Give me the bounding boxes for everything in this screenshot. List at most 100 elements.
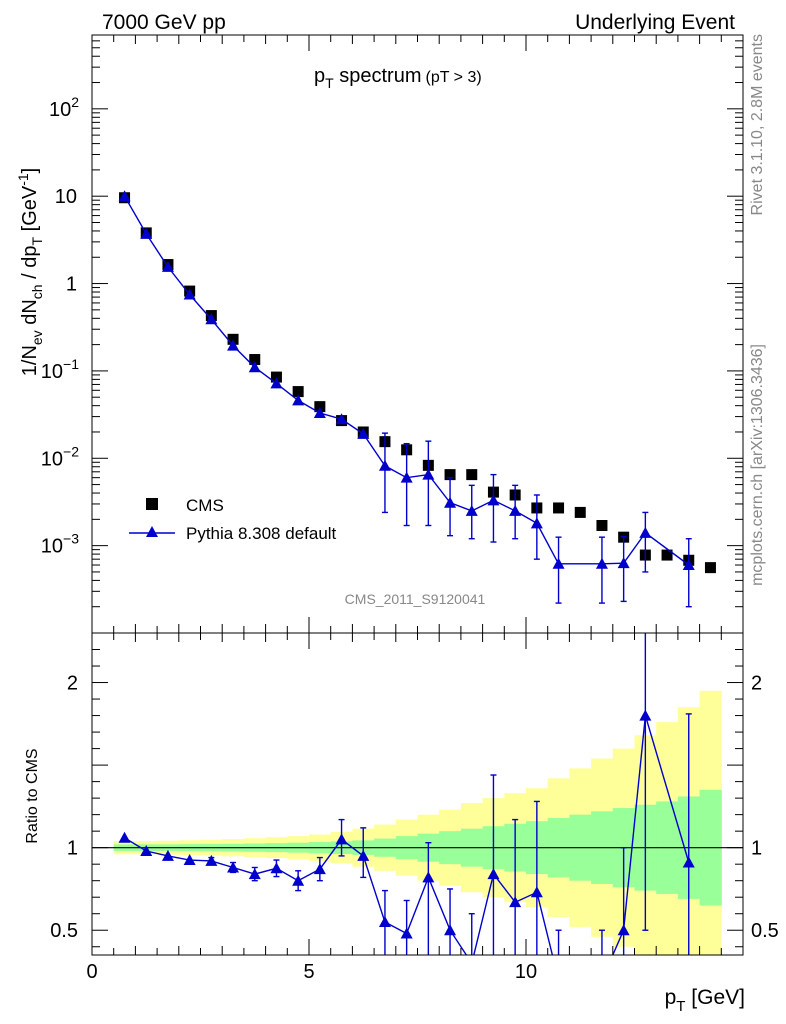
- ratio-point: [509, 896, 522, 908]
- pythia-point: [530, 517, 543, 529]
- ratio-point: [313, 863, 326, 875]
- ratio-tick-labels: 0.5 0.5 1 1 2 2 0 5 10: [50, 673, 779, 983]
- ratio-point: [161, 849, 174, 861]
- pythia-point: [422, 468, 435, 480]
- ratio-point: [270, 862, 283, 874]
- cms-point: [704, 562, 716, 574]
- x-tick-label: 10: [515, 961, 537, 983]
- main-y-tick-label: 10−1: [41, 356, 79, 383]
- ratio-point: [335, 833, 348, 845]
- cms-point: [227, 333, 239, 345]
- cms-point: [292, 386, 304, 398]
- x-axis-label: pT [GeV]: [665, 986, 745, 1015]
- watermark: CMS_2011_S9120041: [345, 591, 486, 607]
- cms-point: [249, 354, 261, 366]
- ratio-point: [205, 854, 218, 866]
- ratio-y-tick-label-left: 2: [67, 673, 78, 695]
- legend-cms-marker: [146, 498, 158, 510]
- ratio-point: [682, 856, 695, 868]
- main-y-tick-label: 10−2: [41, 443, 79, 470]
- ratio-point: [357, 849, 370, 861]
- cms-point: [553, 502, 565, 514]
- ratio-y-tick-label-right: 2: [751, 673, 762, 695]
- ratio-uncertainty-bands: [92, 690, 743, 955]
- ratio-point: [400, 927, 413, 939]
- rivet-label: Rivet 3.1.10, 2.8M events: [749, 34, 766, 215]
- ratio-y-tick-label-left: 0.5: [50, 920, 78, 942]
- ratio-y-axis-label: Ratio to CMS: [24, 748, 41, 843]
- ratio-point: [444, 924, 457, 936]
- header-right: Underlying Event: [575, 11, 735, 34]
- pythia-point: [487, 494, 500, 506]
- cms-point: [314, 401, 326, 413]
- main-y-tick-label: 10: [55, 186, 77, 208]
- pythia-point: [357, 427, 370, 439]
- pythia-point: [617, 557, 630, 569]
- x-tick-label: 0: [86, 961, 97, 983]
- pythia-point: [270, 377, 283, 389]
- cms-point: [661, 549, 673, 561]
- ratio-point: [292, 874, 305, 886]
- ratio-marks: [118, 633, 695, 985]
- pythia-point: [118, 190, 131, 202]
- pythia-point: [552, 557, 565, 569]
- pythia-point: [161, 260, 174, 272]
- legend: CMS Pythia 8.308 default: [129, 496, 337, 543]
- ratio-panel: 0.5 0.5 1 1 2 2 0 5 10 Ratio to CMS pT [GeV]: [24, 632, 779, 1015]
- legend-pythia-marker: [146, 526, 158, 537]
- ratio-point: [248, 868, 261, 880]
- cms-point: [596, 520, 608, 532]
- ratio-point: [553, 974, 565, 985]
- ratio-point: [140, 844, 153, 856]
- ratio-point: [183, 854, 196, 866]
- main-marks: [118, 190, 716, 608]
- pythia-point: [183, 288, 196, 300]
- main-axes: [91, 34, 744, 634]
- legend-pythia-label: Pythia 8.308 default: [186, 524, 337, 543]
- legend-cms-label: CMS: [186, 496, 224, 515]
- pythia-point: [378, 459, 391, 471]
- pythia-point: [444, 496, 457, 508]
- main-y-tick-label: 10−3: [41, 531, 79, 558]
- ratio-point: [487, 868, 500, 880]
- cms-point: [444, 469, 456, 481]
- ratio-y-tick-label-left: 1: [67, 838, 78, 860]
- pythia-point: [205, 313, 218, 325]
- pythia-point: [509, 504, 522, 516]
- pythia-point: [313, 406, 326, 418]
- ratio-point: [378, 915, 391, 927]
- ratio-point: [617, 924, 630, 936]
- cms-point: [574, 506, 586, 518]
- pythia-point: [227, 339, 240, 351]
- cms-point: [270, 371, 282, 383]
- ratio-y-tick-label-right: 1: [751, 838, 762, 860]
- pythia-point: [639, 526, 652, 538]
- ratio-point: [227, 861, 240, 873]
- pythia-point: [465, 504, 478, 516]
- pythia-point: [335, 413, 348, 425]
- main-y-tick-label: 1: [66, 274, 77, 296]
- main-y-tick-label: 102: [49, 94, 79, 121]
- ratio-point: [466, 957, 478, 968]
- ratio-point: [118, 831, 131, 843]
- main-y-axis-label: 1/Nev dNch / dpT [GeV-1]: [15, 168, 45, 376]
- main-title: pT spectrum (pT > 3): [314, 65, 482, 91]
- mcplots-label: mcplots.cern.ch [arXiv:1306.3436]: [749, 344, 766, 586]
- ratio-point: [639, 709, 652, 721]
- ratio-point: [422, 871, 435, 883]
- pythia-point: [400, 471, 413, 483]
- ratio-y-tick-label-right: 0.5: [751, 920, 779, 942]
- pythia-point: [248, 361, 261, 373]
- pythia-point: [292, 394, 305, 406]
- main-panel: 102 10 1 10−1 10−2 10−3 pT spectrum (pT > 3) 1…: [15, 34, 744, 634]
- main-y-tick-labels: 102 10 1 10−1 10−2 10−3: [41, 94, 79, 558]
- pythia-point: [140, 227, 153, 239]
- ratio-axes: [91, 632, 744, 956]
- header-left: 7000 GeV pp: [102, 11, 226, 34]
- cms-point: [466, 469, 478, 481]
- ratio-point: [530, 886, 543, 898]
- ratio-point: [596, 974, 608, 985]
- x-tick-label: 5: [303, 961, 314, 983]
